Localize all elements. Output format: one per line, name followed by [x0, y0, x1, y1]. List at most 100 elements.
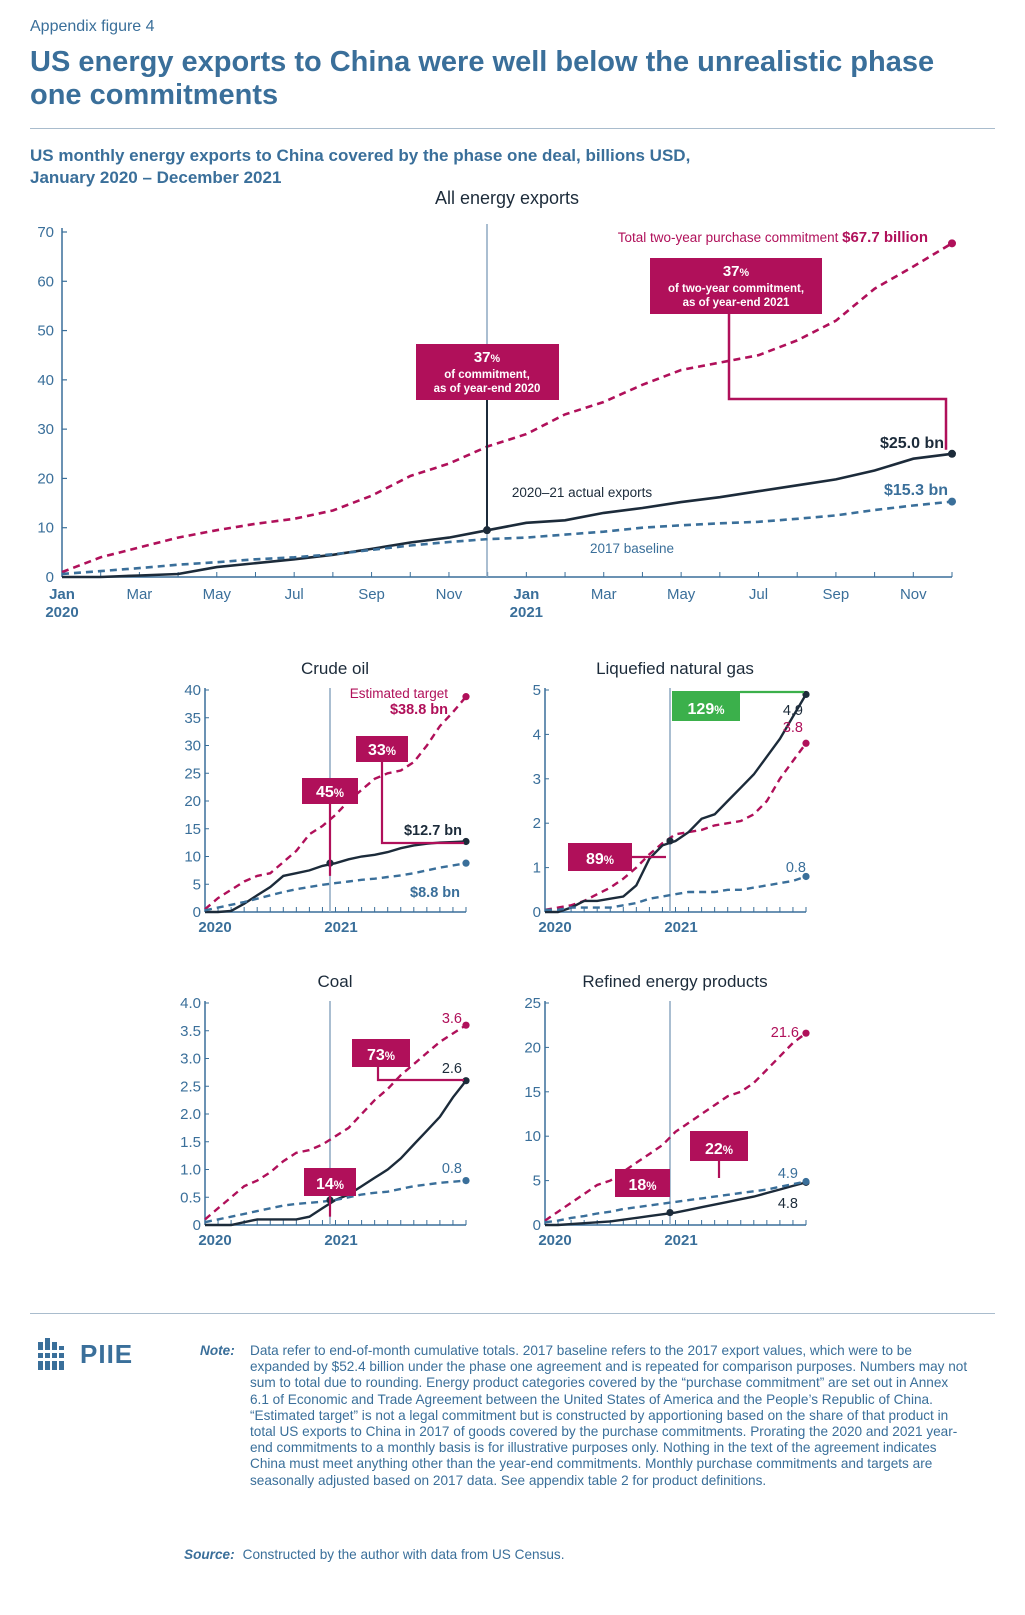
refined-badge-2021-pct-unit: %	[723, 1145, 733, 1157]
coal-series-line-0	[204, 1024, 467, 1221]
main-series-line-0	[61, 242, 953, 574]
main-y-tick-label: 10	[37, 520, 54, 537]
coal-y-tick-label: 2.0	[180, 1106, 201, 1123]
crude-oil-chart: Crude oil 0 5 10 15 20 25 30 35 40 2020 2021 Estimat…	[184, 659, 470, 936]
crude-series-end-dot-1	[462, 837, 470, 846]
crude-series-end-dot-2	[462, 859, 470, 867]
lng-title: Liquefied natural gas	[596, 659, 754, 678]
coal-y-tick-label: 1.5	[180, 1134, 201, 1151]
refined-y-tick-label: 0	[533, 1217, 541, 1234]
refined-badge-2021-pct: 22%	[705, 1141, 733, 1158]
coal-badge-2021-pct-unit: %	[385, 1051, 395, 1063]
main-y-tick-label: 0	[46, 569, 54, 586]
lng-series-line-0	[544, 742, 807, 911]
lng-x-year-2020: 2020	[538, 919, 571, 936]
main-x-tick-label: Jul	[285, 586, 304, 603]
coal-x-year-2021: 2021	[324, 1232, 357, 1249]
main-callout-2020: 37% of commitment, as of year-end 2020	[416, 344, 559, 400]
main-callout-2021-line1: of two-year commitment,	[668, 283, 804, 295]
piie-logo-text: PIIE	[80, 1339, 134, 1369]
main-series-end-dot-2	[948, 497, 956, 506]
lng-series-line-2	[545, 875, 807, 911]
refined-actual-value: 4.8	[778, 1196, 798, 1212]
main-callout-2021-pct-value: 37	[723, 263, 740, 280]
refined-title: Refined energy products	[582, 972, 767, 991]
lng-series-end-dot-0	[802, 739, 810, 747]
coal-badge-2020: 14%	[304, 1168, 356, 1196]
main-series-end-dot-1	[948, 449, 956, 458]
lng-y-tick-label: 4	[533, 726, 541, 743]
main-actual-label: 2020–21 actual exports	[512, 485, 653, 500]
lng-badge-2021-pct: 129%	[688, 701, 725, 718]
main-y-tick-label: 20	[37, 470, 54, 487]
lng-y-tick-label: 3	[533, 771, 541, 788]
main-x-tick-label: May	[667, 586, 696, 603]
refined-series-end-dot-2	[802, 1177, 810, 1186]
source-text: Constructed by the author with data from…	[242, 1547, 565, 1562]
lng-y-tick-label: 0	[533, 904, 541, 921]
crude-baseline-value: $8.8 bn	[410, 885, 460, 901]
main-commitment-label: Total two-year purchase commitment $67.7…	[618, 229, 928, 246]
main-chart: All energy exports010203040506070Jan2020…	[37, 188, 956, 621]
figure-eyebrow: Appendix figure 4	[30, 18, 155, 35]
coal-series-end-dot-2	[462, 1177, 470, 1185]
coal-actual-value: 2.6	[442, 1061, 462, 1077]
main-x-tick-label: Sep	[358, 586, 385, 603]
main-x-tick-label: Nov	[900, 586, 927, 603]
lng-x-year-2021: 2021	[664, 919, 697, 936]
crude-badge-2021: 33%	[356, 736, 408, 762]
top-divider	[30, 128, 995, 129]
coal-y-tick-label: 3.0	[180, 1051, 201, 1068]
coal-series-line-2	[204, 1179, 467, 1224]
crude-x-year-2020: 2020	[198, 919, 231, 936]
main-y-tick-label: 40	[37, 372, 54, 389]
crude-series-line-1	[205, 840, 467, 914]
crude-badge-2020-pct-unit: %	[334, 788, 344, 800]
main-y-tick-label: 70	[37, 224, 54, 241]
main-callout-2021-line2: as of year-end 2021	[683, 297, 790, 309]
note-text: Data refer to end-of-month cumulative to…	[250, 1343, 968, 1488]
refined-badge-2021-box	[690, 1131, 748, 1161]
coal-y-tick-label: 3.5	[180, 1023, 201, 1040]
crude-series-line-0	[204, 695, 467, 911]
main-callout-2021-pct-unit: %	[740, 267, 750, 279]
crude-x-year-2021: 2021	[324, 919, 357, 936]
lng-badge-2021: 129%	[672, 691, 740, 721]
source-label: Source:	[184, 1547, 235, 1562]
coal-series-end-dot-1	[462, 1077, 470, 1085]
refined-products-chart: Refined energy products 0 5 10 15 20 25 2020 202…	[524, 972, 810, 1249]
main-x-tick-label: Jul	[749, 586, 768, 603]
crude-badge-2020-box	[302, 778, 358, 804]
main-callout-2021-box	[650, 258, 822, 314]
crude-y-tick-label: 10	[184, 849, 201, 866]
lng-y-tick-label: 1	[533, 860, 541, 877]
lng-actual-2020-dot	[666, 837, 674, 845]
refined-target-value: 21.6	[771, 1025, 799, 1041]
refined-badge-2020-pct-value: 18	[628, 1177, 646, 1194]
coal-badge-2021-pct: 73%	[367, 1047, 395, 1064]
lng-badge-2020: 89%	[568, 843, 632, 871]
crude-target-value: $38.8 bn	[390, 702, 448, 718]
main-y-tick-label: 30	[37, 421, 54, 438]
crude-y-tick-label: 15	[184, 821, 201, 838]
lng-y-tick-label: 2	[533, 815, 541, 832]
commitment-label-value: $67.7 billion	[842, 229, 928, 246]
main-x-tick-label: Sep	[823, 586, 850, 603]
main-x-tick-label: Jan	[513, 586, 539, 603]
lng-badge-2020-box	[568, 843, 632, 871]
crude-badge-2021-leader	[380, 762, 464, 845]
main-callout-2021-pct: 37%	[723, 263, 750, 280]
refined-x-year-2021: 2021	[664, 1232, 697, 1249]
main-x-tick-label: Nov	[436, 586, 463, 603]
refined-y-tick-label: 5	[533, 1173, 541, 1190]
refined-badge-2020-pct: 18%	[628, 1177, 656, 1194]
coal-badge-2021-pct-value: 73	[367, 1047, 385, 1064]
crude-y-tick-label: 5	[193, 876, 201, 893]
crude-y-tick-label: 25	[184, 765, 201, 782]
figure-subtitle: US monthly energy exports to China cover…	[30, 145, 930, 189]
lng-actual-value: 4.9	[783, 703, 803, 719]
refined-y-tick-label: 10	[524, 1128, 541, 1145]
source-block: Source: Constructed by the author with da…	[184, 1547, 565, 1562]
crude-badge-2021-box	[356, 736, 408, 762]
lng-badge-2020-pct-unit: %	[604, 855, 614, 867]
